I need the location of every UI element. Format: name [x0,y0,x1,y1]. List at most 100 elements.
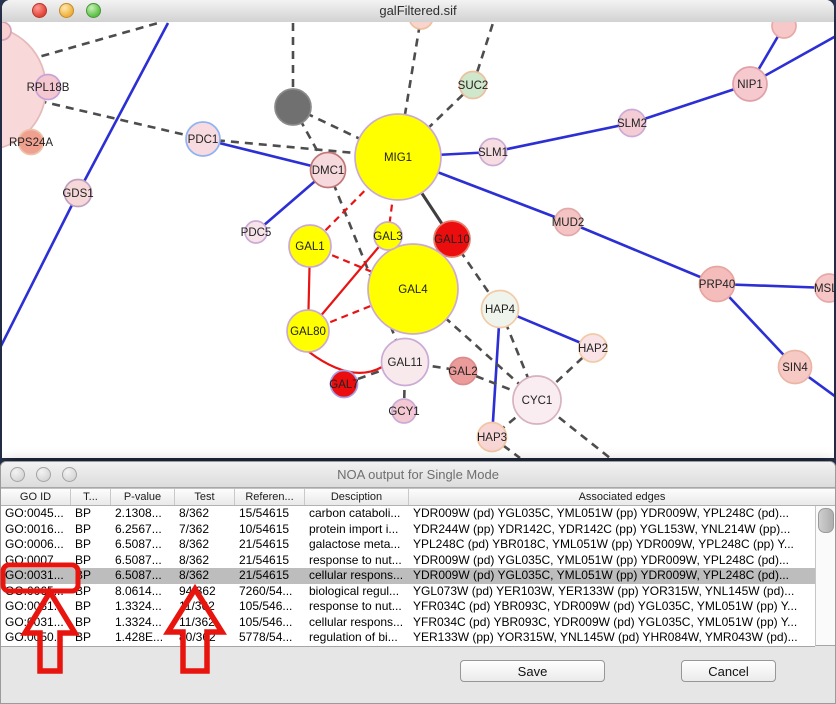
node-HAP2[interactable]: HAP2 [578,333,608,363]
table-row[interactable]: GO:0065... BP 8.0614... 94/362 7260/54... bio… [1,584,815,600]
table-cell: 21/54615 [239,537,290,551]
table-cell: response to nut... [309,599,402,613]
node-GAL10[interactable]: GAL10 [433,220,471,258]
table-cell: GO:0016... [5,521,64,536]
edge-SLM2-NIP1 [631,82,751,125]
scrollbar-thumb[interactable] [818,508,834,533]
table-cell: 21/54615 [239,568,290,582]
node-SLM1[interactable]: SLM1 [478,137,508,167]
node-GAL11[interactable]: GAL11 [380,337,430,387]
node-label: MSL1 [814,283,834,295]
node-CYC1[interactable]: CYC1 [512,375,562,425]
node-MIG1[interactable]: MIG1 [354,113,442,201]
node-GAL1[interactable]: GAL1 [288,224,332,268]
node-MSL1[interactable]: MSL1 [814,273,834,303]
node-GAL4[interactable]: GAL4 [367,243,459,335]
table-cell: BP [75,568,92,582]
node-GAL2[interactable]: GAL2 [448,356,478,386]
node-HAP3[interactable]: HAP3 [476,421,508,453]
table-cell: 7/362 [179,521,210,536]
node-RPL18B[interactable]: RPL18B [27,73,70,101]
column-header-3[interactable]: Test [175,489,235,505]
table-cell: BP [75,552,92,567]
node-MUD2[interactable]: MUD2 [552,207,585,237]
node-label: RPL18B [27,82,70,94]
node-GCY1[interactable]: GCY1 [388,398,420,424]
column-header-0[interactable]: GO ID [1,489,71,505]
node-label: GAL3 [373,231,402,243]
table-cell: GO:0007... [5,552,64,567]
node-PDC1[interactable]: PDC1 [185,121,221,157]
table-cell: 5778/54... [239,630,293,644]
table-cell: BP [75,630,92,644]
table-cell: BP [75,614,92,629]
table-cell: YDR244W (pp) YDR142C, YDR142C (pp) YGL15… [413,521,791,536]
table-row[interactable]: GO:0016... BP 6.2567... 7/362 10/54615 protei… [1,522,815,538]
network-window-titlebar[interactable]: galFiltered.sif [2,0,834,23]
table-scrollbar[interactable] [815,506,835,646]
node-SUC2[interactable]: SUC2 [458,70,489,100]
edge-SUC2-offscreen [471,22,495,86]
network-window: galFiltered.sif RPL18B RPS24A PDC1 GDS1 DMC1… [2,0,834,458]
zoom-icon[interactable] [62,467,77,482]
node-GDS1[interactable]: GDS1 [62,178,94,208]
table-cell: 11/362 [179,614,215,629]
node-label: GAL11 [388,357,423,369]
network-graph: RPL18B RPS24A PDC1 GDS1 DMC1 MIG1 SUC2 NIP1 SLM2… [2,22,834,458]
table-cell: YPL248C (pd) YBR018C, YML051W (pp) YDR00… [413,537,794,551]
node-SIN4[interactable]: SIN4 [777,349,813,385]
table-cell: 8/362 [179,568,210,582]
table-cell: galactose meta... [309,537,401,551]
column-header-1[interactable]: T... [71,489,111,505]
node-DMC1[interactable]: DMC1 [309,151,347,189]
table-row[interactable]: GO:0007... BP 6.5087... 8/362 21/54615 respon… [1,553,815,569]
node-label: HAP3 [477,432,507,444]
network-canvas[interactable]: RPL18B RPS24A PDC1 GDS1 DMC1 MIG1 SUC2 NIP1 SLM2… [2,22,834,458]
node-label: GAL7 [329,379,358,391]
node-SLM2[interactable]: SLM2 [617,108,647,138]
table-row[interactable]: GO:0045... BP 2.1308... 8/362 15/54615 carbon… [1,506,815,522]
node-label: GAL2 [448,366,477,378]
node-PRP40[interactable]: PRP40 [698,265,736,303]
node-label: MIG1 [384,152,412,164]
table-row[interactable]: GO:0050... BP 1.428E... 80/362 5778/54... reg… [1,630,815,646]
node-label: PDC1 [188,134,219,146]
node-PDC5[interactable]: PDC5 [241,220,272,244]
node-label: SLM2 [617,118,647,130]
table-cell: 1.3324... [115,599,162,613]
node-GAL3[interactable]: GAL3 [373,221,403,251]
node-RPS24A[interactable]: RPS24A [9,128,53,156]
zoom-icon[interactable] [86,3,101,18]
node-GAL80[interactable]: GAL80 [286,309,330,353]
save-button[interactable]: Save [460,660,605,682]
noa-window-titlebar[interactable]: NOA output for Single Mode [1,462,835,488]
table-row[interactable]: GO:0031... BP 6.5087... 8/362 21/54615 cellul… [1,568,815,584]
node-GAL7[interactable]: GAL7 [329,369,359,399]
edge-DMC1-GAL11 [326,169,407,363]
table-cell: BP [75,506,92,520]
table-cell: YGL073W (pd) YER103W, YER133W (pp) YOR31… [413,583,795,598]
edge-GAL11-GAL7 [343,360,406,386]
table-cell: GO:0065... [5,583,64,598]
column-header-2[interactable]: P-value [111,489,175,505]
traffic-lights [32,3,101,18]
table-cell: regulation of bi... [309,630,398,644]
close-icon[interactable] [32,3,47,18]
table-cell: GO:0050... [5,630,64,644]
table-row[interactable]: GO:0031... BP 1.3324... 11/362 105/546... cel… [1,615,815,631]
minimize-icon[interactable] [36,467,51,482]
node-HAP4[interactable]: HAP4 [480,289,520,329]
minimize-icon[interactable] [59,3,74,18]
column-header-5[interactable]: Desciption [305,489,409,505]
close-icon[interactable] [10,467,25,482]
table-row[interactable]: GO:0031... BP 1.3324... 11/362 105/546... res… [1,599,815,615]
table-row[interactable]: GO:0006... BP 6.5087... 8/362 21/54615 galact… [1,537,815,553]
node-topPink2 [771,22,797,39]
table-cell: BP [75,599,92,613]
edge-PRP40-MSL1 [716,282,830,290]
column-header-6[interactable]: Associated edges [578,491,666,503]
cancel-button[interactable]: Cancel [681,660,776,682]
node-NIP1[interactable]: NIP1 [732,66,768,102]
table-cell: YFR034C (pd) YBR093C, YDR009W (pd) YGL03… [413,614,798,629]
column-header-4[interactable]: Referen... [235,489,305,505]
